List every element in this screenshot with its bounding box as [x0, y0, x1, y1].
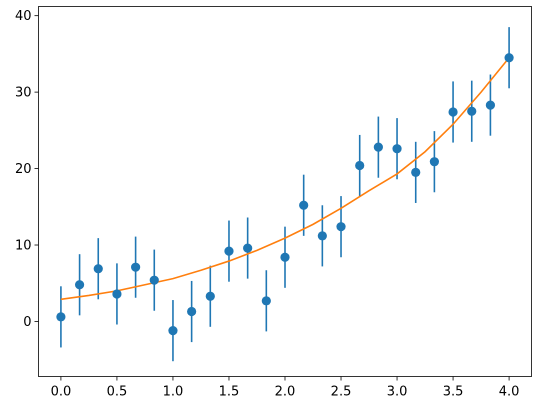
plot-frame [38, 6, 532, 377]
data-point [261, 296, 271, 306]
data-point [485, 100, 496, 110]
x-tick-label: 1.5 [219, 385, 240, 400]
data-point [131, 262, 141, 272]
data-point [336, 222, 346, 232]
x-tick-label: 3.0 [387, 385, 408, 400]
data-point [373, 142, 383, 152]
y-tick-label: 10 [15, 239, 32, 254]
data-point [392, 144, 402, 154]
x-tick-label: 0.5 [107, 385, 128, 400]
y-tick-label: 20 [15, 162, 32, 177]
data-point [411, 167, 421, 177]
data-point [93, 264, 103, 274]
x-tick-label: 1.0 [163, 385, 184, 400]
data-point [205, 291, 215, 301]
y-tick-label: 40 [15, 9, 32, 24]
data-point [429, 157, 439, 167]
x-tick-label: 0.0 [51, 385, 72, 400]
data-point [355, 160, 365, 171]
data-point [224, 246, 234, 256]
y-tick-label: 0 [23, 315, 31, 330]
fit-line [60, 57, 510, 301]
data-point [149, 275, 159, 285]
data-point [317, 231, 327, 241]
data-point [187, 306, 197, 317]
y-tick-label: 30 [15, 86, 32, 101]
data-point [74, 280, 85, 290]
data-point [56, 312, 66, 322]
data-point [299, 200, 309, 210]
data-point [280, 252, 290, 262]
y-axis-ticks: 0 10 20 30 40 [15, 9, 39, 330]
plot-area [38, 6, 532, 377]
series-layer [56, 27, 514, 362]
x-tick-label: 4.0 [499, 385, 520, 400]
x-tick-label: 3.5 [443, 385, 464, 400]
x-tick-label: 2.5 [331, 385, 352, 400]
data-point [168, 326, 178, 336]
data-point [243, 243, 253, 253]
data-point [467, 106, 477, 116]
x-axis-ticks: 0.0 0.5 1.0 1.5 2.0 2.5 3.0 3.5 4.0 [51, 376, 520, 400]
data-point [112, 289, 122, 299]
data-point [448, 107, 458, 117]
x-tick-label: 2.0 [275, 385, 296, 400]
data-point [504, 53, 514, 63]
